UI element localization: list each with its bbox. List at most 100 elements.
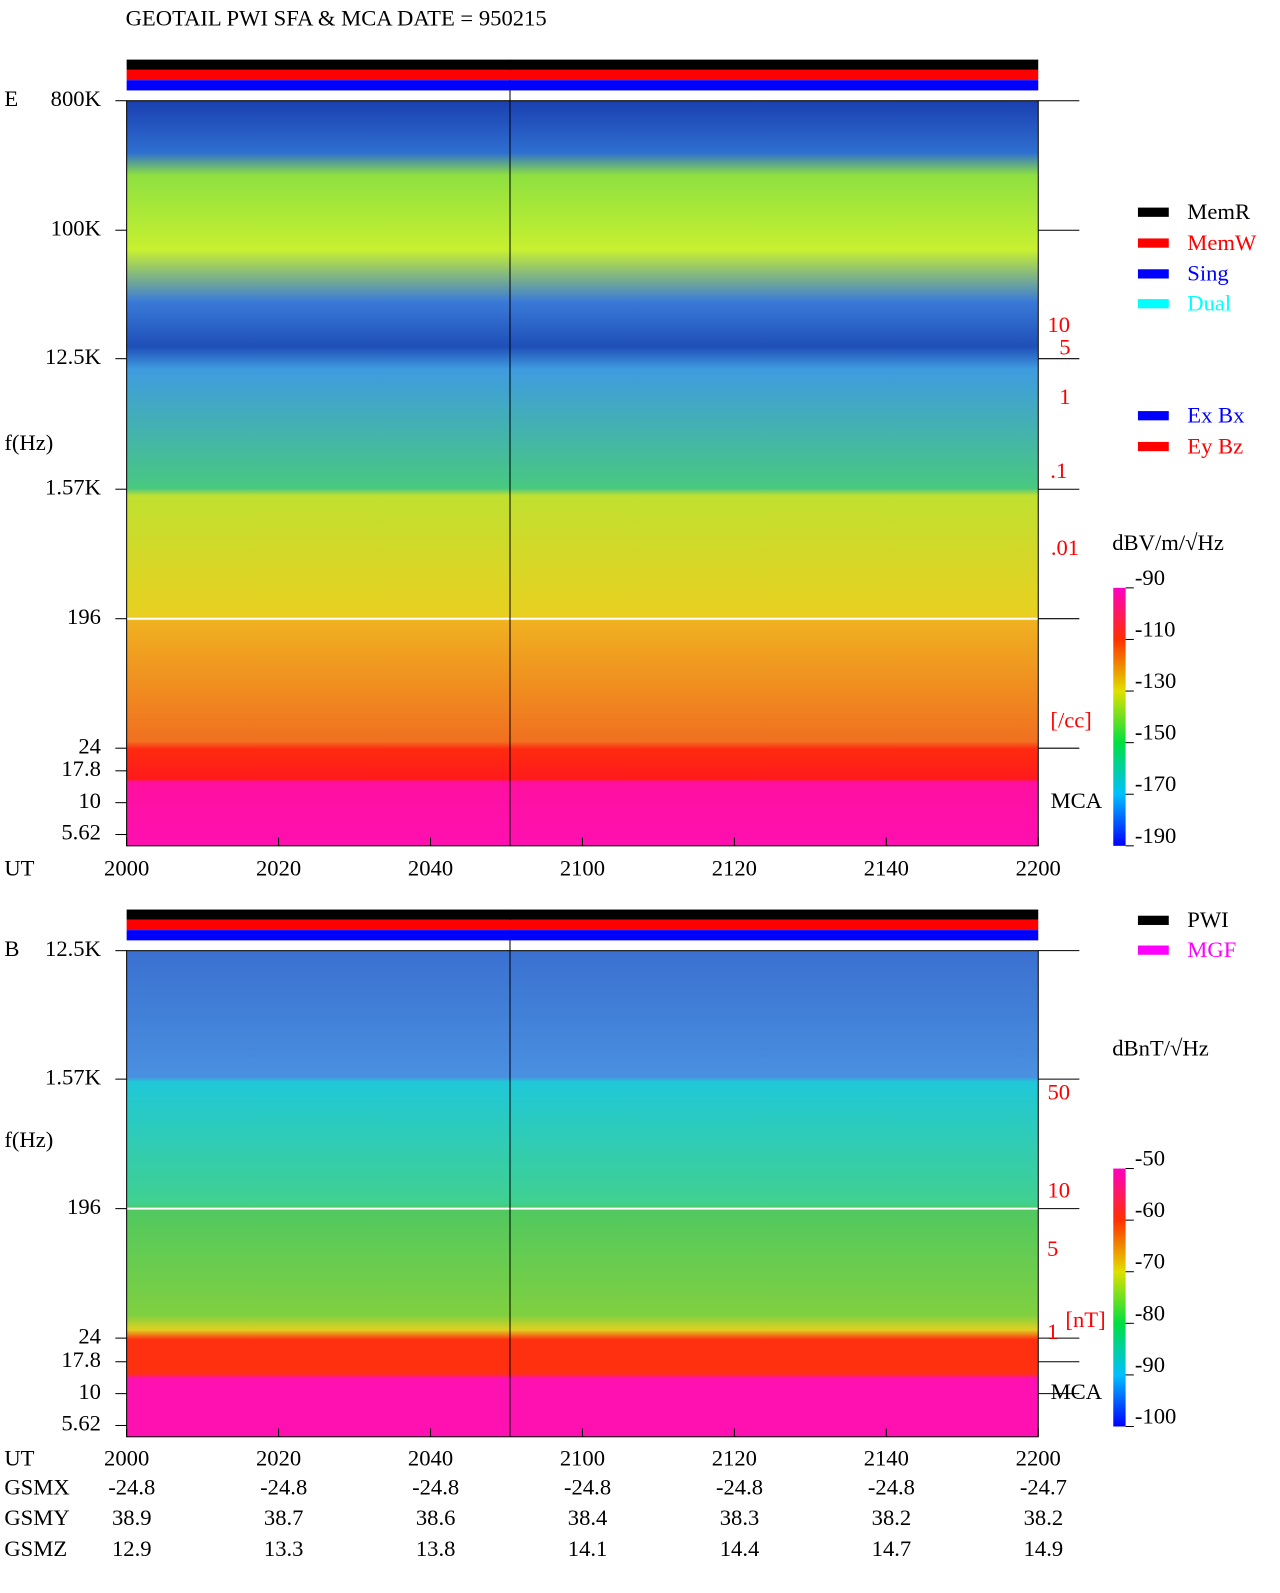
density-tick: 50 <box>1048 1080 1071 1105</box>
panel-label: E <box>4 86 18 111</box>
y-tick-label: 1.57K <box>45 1064 102 1089</box>
orbit-value: 14.9 <box>1024 1536 1064 1561</box>
orbit-value: 38.2 <box>1024 1505 1064 1530</box>
spectrogram-e <box>126 100 1039 846</box>
x-tick-label: 2100 <box>560 856 605 881</box>
y-tick-label: 17.8 <box>61 1347 101 1372</box>
x-tick-label: 2040 <box>408 856 453 881</box>
x-tick-label: 2120 <box>712 856 757 881</box>
orbit-value: -24.7 <box>1020 1474 1067 1499</box>
colorbar <box>1113 587 1126 846</box>
density-tick: 5 <box>1059 335 1070 360</box>
density-tick: 5 <box>1047 1236 1058 1261</box>
legend-label: Dual <box>1187 290 1231 315</box>
density-tick: 1 <box>1059 384 1070 409</box>
y-axis-label: f(Hz) <box>4 430 53 455</box>
legend-swatch <box>1137 411 1169 421</box>
y-tick-label: 12.5K <box>45 344 102 369</box>
legend-swatch <box>1137 207 1169 217</box>
colorbar-tick-label: -170 <box>1135 771 1176 796</box>
x-axis-label: UT <box>4 856 34 881</box>
x-tick-label: 2120 <box>712 1446 757 1471</box>
density-tick: 10 <box>1048 1177 1071 1202</box>
orbit-label: GSMZ <box>4 1536 67 1561</box>
colorbar-tick-label: -90 <box>1135 565 1165 590</box>
density-tick: .01 <box>1051 535 1079 560</box>
y-tick-label: 12.5K <box>45 936 102 961</box>
x-tick-label: 2020 <box>256 856 301 881</box>
x-tick-label: 2000 <box>104 856 149 881</box>
y-tick-label: 5.62 <box>61 1411 101 1436</box>
mca-label: MCA <box>1051 788 1103 813</box>
x-tick-label: 2200 <box>1016 1446 1061 1471</box>
orbit-value: -24.8 <box>260 1474 307 1499</box>
orbit-value: -24.8 <box>564 1474 611 1499</box>
legend-swatch <box>1137 299 1169 309</box>
x-tick-label: 2140 <box>864 856 909 881</box>
orbit-value: 38.4 <box>568 1505 608 1530</box>
x-tick-label: 2200 <box>1016 856 1061 881</box>
title: GEOTAIL PWI SFA & MCA DATE = 950215 <box>126 6 547 31</box>
orbit-value: 13.3 <box>264 1536 304 1561</box>
legend-swatch <box>1137 441 1169 452</box>
orbit-value: 38.2 <box>872 1505 912 1530</box>
orbit-value: 38.9 <box>112 1505 152 1530</box>
status-bars <box>126 59 1039 941</box>
legend-label: MemW <box>1187 230 1257 255</box>
density-tick: [/cc] <box>1050 708 1091 733</box>
legend-swatch <box>1137 269 1169 279</box>
y-tick-label: 100K <box>51 215 102 240</box>
legend-swatch <box>1137 915 1169 925</box>
y-tick-label: 1.57K <box>45 474 102 499</box>
colorbar-unit: dBV/m/√Hz <box>1112 530 1224 555</box>
y-tick-label: 10 <box>78 1379 101 1404</box>
orbit-value: 14.4 <box>720 1536 760 1561</box>
x-tick-label: 2040 <box>408 1446 453 1471</box>
panel-label: B <box>4 936 19 961</box>
orbit-value: -24.8 <box>412 1474 459 1499</box>
orbit-label: GSMX <box>4 1474 69 1499</box>
orbit-value: 14.7 <box>872 1536 912 1561</box>
colorbar <box>1113 1168 1126 1427</box>
y-tick-label: 17.8 <box>61 756 101 781</box>
legend-label: Ex Bx <box>1187 402 1245 427</box>
colorbar-tick-label: -80 <box>1135 1300 1165 1325</box>
legend-swatch <box>1137 238 1169 248</box>
y-tick-label: 5.62 <box>61 820 101 845</box>
x-tick-label: 2140 <box>864 1446 909 1471</box>
orbit-value: 13.8 <box>416 1536 456 1561</box>
y-tick-label: 800K <box>51 86 102 111</box>
colorbar-tick-label: -150 <box>1135 720 1176 745</box>
y-axis-label: f(Hz) <box>4 1127 53 1152</box>
colorbar-tick-label: -70 <box>1135 1249 1165 1274</box>
colorbar-tick-label: -110 <box>1135 616 1176 641</box>
legend-label: MemR <box>1187 199 1251 224</box>
x-axis-label: UT <box>4 1446 34 1471</box>
density-tick: [nT] <box>1065 1307 1105 1332</box>
x-tick-label: 2020 <box>256 1446 301 1471</box>
orbit-value: 38.7 <box>264 1505 304 1530</box>
legend-swatch <box>1137 945 1169 955</box>
orbit-value: -24.8 <box>716 1474 763 1499</box>
density-tick: 10 <box>1048 312 1071 337</box>
colorbar-tick-label: -50 <box>1135 1146 1165 1171</box>
orbit-value: -24.8 <box>868 1474 915 1499</box>
colorbar-tick-label: -190 <box>1135 823 1176 848</box>
mca-label: MCA <box>1051 1379 1103 1404</box>
y-tick-label: 24 <box>78 1323 101 1348</box>
colorbar-tick-label: -60 <box>1135 1197 1165 1222</box>
orbit-label: GSMY <box>4 1505 69 1530</box>
y-tick-label: 24 <box>78 733 101 758</box>
x-tick-label: 2100 <box>560 1446 605 1471</box>
legend-label: MGF <box>1187 937 1236 962</box>
colorbar-tick-label: -130 <box>1135 668 1176 693</box>
orbit-value: 38.6 <box>416 1505 456 1530</box>
y-tick-label: 196 <box>67 604 101 629</box>
orbit-value: 38.3 <box>720 1505 760 1530</box>
colorbar-tick-label: -90 <box>1135 1352 1165 1377</box>
colorbar-unit: dBnT/√Hz <box>1112 1036 1209 1061</box>
legend-label: Ey Bz <box>1187 433 1243 458</box>
x-tick-label: 2000 <box>104 1446 149 1471</box>
orbit-value: 14.1 <box>568 1536 608 1561</box>
